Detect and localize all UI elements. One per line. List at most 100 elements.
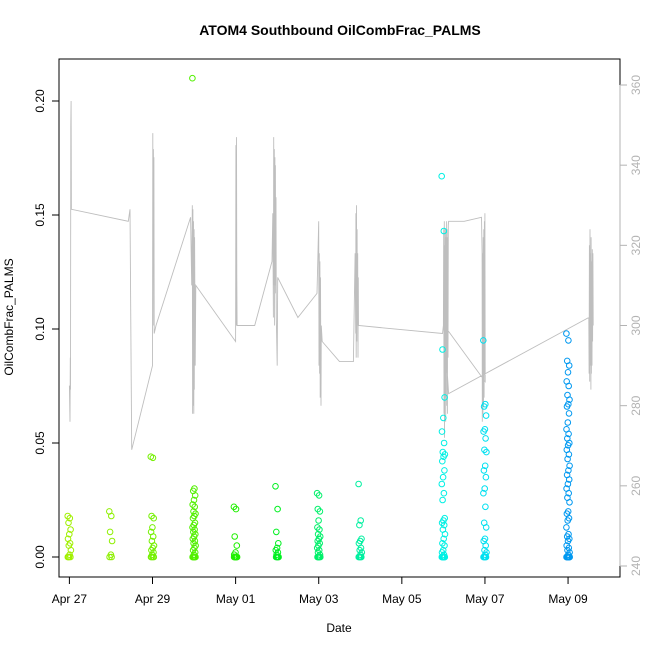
- data-point: [230, 553, 238, 561]
- data-point: [190, 553, 197, 561]
- data-point: [108, 537, 116, 545]
- secondary-series-layer: [68, 100, 594, 450]
- data-point: [481, 485, 489, 492]
- data-point: [482, 542, 490, 549]
- y2-tick-label: 240: [629, 556, 643, 576]
- data-point: [441, 467, 448, 474]
- scatter-points-layer: [64, 74, 574, 561]
- data-point: [314, 524, 321, 531]
- data-point: [482, 412, 490, 419]
- data-point: [67, 526, 74, 533]
- data-point: [189, 535, 197, 543]
- data-point: [150, 514, 157, 522]
- data-point: [149, 524, 156, 531]
- data-point: [356, 546, 364, 554]
- data-point: [439, 473, 447, 481]
- data-point: [439, 457, 446, 465]
- data-point: [441, 542, 448, 549]
- data-point: [441, 530, 449, 538]
- secondary-series-line: [68, 100, 594, 450]
- data-point: [564, 419, 572, 426]
- y2-tick-label: 300: [629, 315, 643, 335]
- y-tick-label: 0.05: [33, 431, 47, 455]
- data-point: [565, 410, 573, 417]
- y2-tick-label: 360: [629, 75, 643, 95]
- x-axis-label: Date: [326, 621, 352, 635]
- data-point: [482, 503, 489, 511]
- data-point: [106, 528, 114, 536]
- data-point: [439, 346, 446, 353]
- data-point: [564, 442, 572, 449]
- y-tick-label: 0.20: [33, 89, 47, 113]
- data-point: [315, 492, 323, 499]
- data-point: [356, 521, 363, 529]
- data-point: [480, 467, 488, 474]
- data-point: [438, 172, 446, 180]
- data-point: [565, 476, 573, 483]
- data-point: [274, 505, 281, 513]
- data-point: [272, 483, 279, 490]
- data-point: [440, 521, 448, 529]
- y-tick-label: 0.00: [33, 545, 47, 569]
- data-point: [355, 480, 362, 488]
- data-point: [483, 448, 490, 456]
- data-point: [313, 489, 321, 497]
- data-point: [566, 553, 574, 561]
- data-point: [106, 553, 113, 561]
- data-point: [273, 528, 280, 536]
- data-point: [231, 533, 238, 540]
- plot-frame: [58, 58, 621, 578]
- data-point: [482, 435, 489, 442]
- data-point: [564, 480, 572, 488]
- data-point: [275, 540, 282, 547]
- data-point: [66, 530, 73, 538]
- data-point: [480, 428, 487, 435]
- data-point: [440, 535, 448, 543]
- data-point: [149, 533, 157, 540]
- data-point: [564, 369, 572, 376]
- data-point: [564, 537, 572, 545]
- data-point: [565, 362, 573, 369]
- data-point: [149, 454, 157, 462]
- data-point: [108, 553, 115, 561]
- data-point: [480, 403, 488, 410]
- data-point: [440, 453, 447, 461]
- y2-tick-label: 260: [629, 475, 643, 495]
- y2-tick-label: 280: [629, 395, 643, 415]
- data-point: [440, 439, 448, 447]
- data-point: [316, 526, 323, 533]
- data-point: [108, 512, 115, 520]
- y-tick-label: 0.10: [33, 317, 47, 341]
- data-point: [565, 489, 573, 497]
- y-tick-label: 0.15: [33, 203, 47, 227]
- data-point: [439, 496, 446, 504]
- data-point: [273, 553, 281, 561]
- data-point: [64, 512, 71, 520]
- data-point: [148, 546, 155, 554]
- data-point: [150, 553, 158, 561]
- data-point: [64, 553, 72, 561]
- data-point: [564, 546, 571, 554]
- data-point: [439, 553, 446, 561]
- x-tick-label: May 07: [465, 592, 505, 606]
- y-axis-label: OilCombFrac_PALMS: [2, 258, 16, 375]
- data-point: [438, 428, 446, 435]
- data-point: [440, 227, 448, 235]
- data-point: [440, 414, 447, 422]
- data-point: [565, 337, 572, 344]
- data-point: [67, 546, 75, 554]
- data-point: [316, 508, 324, 515]
- data-point: [189, 546, 197, 554]
- data-point: [481, 462, 489, 470]
- data-point: [357, 517, 365, 524]
- data-point: [563, 403, 571, 410]
- data-point: [566, 396, 573, 404]
- data-point: [272, 546, 280, 554]
- x-tick-label: May 03: [299, 592, 339, 606]
- data-point: [148, 553, 155, 561]
- data-point: [441, 553, 448, 561]
- data-point: [564, 553, 571, 561]
- data-point: [191, 503, 198, 511]
- data-point: [480, 337, 487, 344]
